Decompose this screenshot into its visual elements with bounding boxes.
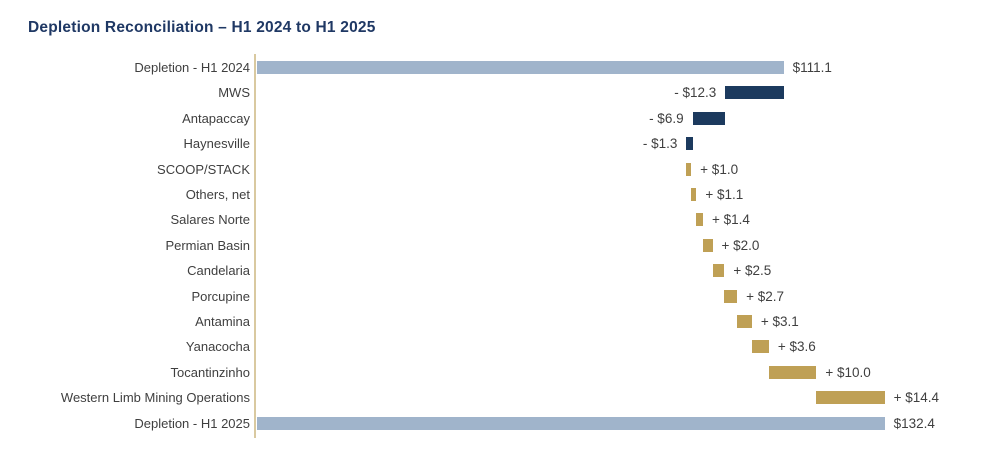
category-label: Yanacocha [185,339,250,355]
value-label: - $6.9 [649,110,684,126]
category-label: Western Limb Mining Operations [60,390,250,406]
category-label: Others, net [185,187,250,202]
increase-bar [816,391,885,405]
category-label: Haynesville [183,136,250,152]
value-label: + $14.4 [893,390,939,406]
waterfall-row: Candelaria + $2.5 [0,258,991,283]
category-label: Tocantinzinho [170,364,251,380]
value-label: - $1.3 [642,136,678,152]
waterfall-row: SCOOP/STACK + $1.0 [0,157,991,182]
waterfall-row: Depletion - H1 2024 $111.1 [0,55,991,80]
waterfall-row: Haynesville - $1.3 [0,131,991,156]
increase-bar [737,315,752,328]
value-label: + $3.1 [760,314,799,329]
increase-bar [751,340,769,354]
decrease-bar [686,137,693,151]
category-label: Antapaccay [182,110,250,126]
category-label: Depletion - H1 2024 [134,60,250,75]
increase-bar [696,213,704,227]
waterfall-row: Yanacocha + $3.6 [0,334,991,359]
value-label: + $1.4 [712,212,750,228]
waterfall-row: MWS - $12.3 [0,80,991,105]
waterfall-row: Antamina + $3.1 [0,309,991,334]
category-label: Depletion - H1 2025 [134,415,250,431]
chart-title: Depletion Reconciliation – H1 2024 to H1… [28,19,376,36]
increase-bar [768,365,817,379]
value-label: + $1.1 [705,187,744,202]
waterfall-row: Salares Norte + $1.4 [0,207,991,232]
waterfall-row: Porcupine + $2.7 [0,284,991,309]
increase-bar [691,188,697,201]
category-label: Antamina [195,314,250,329]
value-label: $132.4 [893,415,935,431]
y-axis-line [254,54,256,438]
category-label: Candelaria [187,263,250,279]
category-label: MWS [218,85,250,101]
value-label: - $12.3 [674,85,717,101]
value-label: + $1.0 [700,161,739,177]
value-label: + $2.0 [721,237,760,253]
total-bar [257,416,885,430]
value-label: + $2.5 [733,263,772,279]
waterfall-row: Western Limb Mining Operations + $14.4 [0,385,991,410]
category-label: Salares Norte [170,212,250,228]
category-label: Porcupine [191,288,250,304]
increase-bar [724,289,738,303]
total-bar [257,61,784,74]
value-label: + $10.0 [825,364,871,380]
waterfall-row: Others, net + $1.1 [0,182,991,207]
waterfall-row: Antapaccay - $6.9 [0,106,991,131]
waterfall-row: Permian Basin + $2.0 [0,233,991,258]
decrease-bar [725,86,784,100]
waterfall-chart: Depletion - H1 2024 $111.1 MWS - $12.3 Antap… [0,54,991,438]
value-label: + $3.6 [777,339,816,355]
category-label: SCOOP/STACK [157,161,250,177]
increase-bar [712,264,725,278]
value-label: + $2.7 [746,288,785,304]
increase-bar [686,162,692,176]
decrease-bar [692,111,726,125]
waterfall-row: Depletion - H1 2025 $132.4 [0,411,991,436]
category-label: Permian Basin [165,237,250,253]
value-label: $111.1 [792,60,832,75]
waterfall-row: Tocantinzinho + $10.0 [0,360,991,385]
increase-bar [703,238,713,252]
